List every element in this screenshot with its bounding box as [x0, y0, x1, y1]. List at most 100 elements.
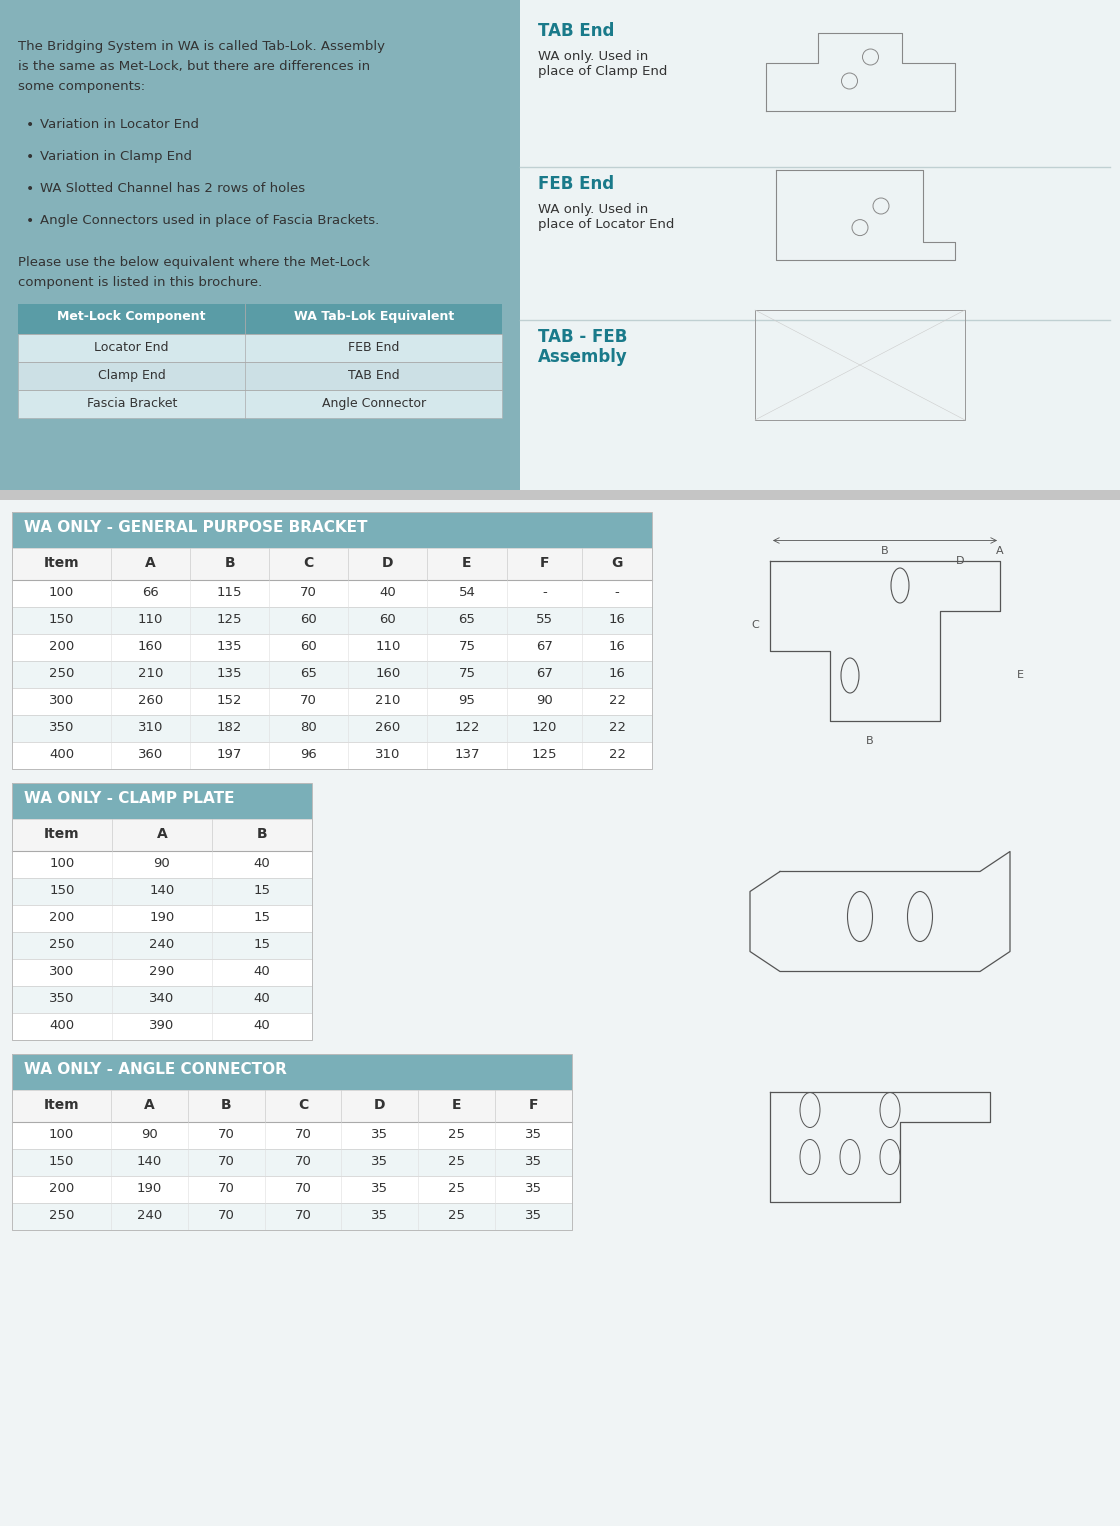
- Text: 125: 125: [217, 613, 242, 626]
- Text: 35: 35: [372, 1155, 389, 1167]
- Text: G: G: [612, 555, 623, 571]
- Bar: [12, 877, 312, 905]
- Text: FEB End: FEB End: [538, 175, 614, 192]
- Bar: [755, 310, 965, 420]
- Text: 210: 210: [138, 667, 164, 681]
- Text: The Bridging System in WA is called Tab-Lok. Assembly: The Bridging System in WA is called Tab-…: [18, 40, 385, 53]
- Text: B: B: [881, 545, 889, 555]
- Text: 310: 310: [375, 748, 401, 761]
- Text: 70: 70: [217, 1128, 234, 1141]
- Text: 182: 182: [217, 720, 242, 734]
- Bar: [0, 501, 1120, 1526]
- Text: 65: 65: [300, 667, 317, 681]
- Text: F: F: [540, 555, 549, 571]
- Text: 35: 35: [372, 1128, 389, 1141]
- Text: 90: 90: [536, 694, 553, 707]
- Text: 150: 150: [49, 613, 74, 626]
- Text: 100: 100: [49, 586, 74, 600]
- Text: 310: 310: [138, 720, 164, 734]
- Text: •: •: [26, 214, 35, 227]
- Text: 100: 100: [49, 858, 75, 870]
- Text: 40: 40: [253, 992, 270, 1006]
- Text: 200: 200: [49, 911, 75, 925]
- Text: F: F: [529, 1099, 539, 1112]
- Text: 15: 15: [253, 911, 271, 925]
- Text: 67: 67: [536, 639, 553, 653]
- Text: 290: 290: [149, 964, 175, 978]
- Bar: [12, 1054, 572, 1230]
- Text: 240: 240: [137, 1209, 162, 1222]
- Bar: [12, 783, 312, 819]
- Text: 66: 66: [142, 586, 159, 600]
- Text: Met-Lock Component: Met-Lock Component: [57, 310, 206, 324]
- Text: 22: 22: [608, 720, 626, 734]
- Text: 70: 70: [295, 1155, 311, 1167]
- Text: 16: 16: [608, 639, 626, 653]
- Bar: [12, 852, 312, 877]
- Text: 95: 95: [458, 694, 475, 707]
- Text: 67: 67: [536, 667, 553, 681]
- Text: 100: 100: [49, 1128, 74, 1141]
- Bar: [18, 362, 502, 391]
- Text: Variation in Clamp End: Variation in Clamp End: [40, 150, 192, 163]
- Bar: [12, 905, 312, 932]
- Bar: [18, 304, 502, 334]
- Text: C: C: [298, 1099, 308, 1112]
- Text: A: A: [143, 1099, 155, 1112]
- Text: 90: 90: [141, 1128, 158, 1141]
- Text: 190: 190: [137, 1183, 162, 1195]
- Bar: [12, 958, 312, 986]
- Bar: [12, 986, 312, 1013]
- Text: 300: 300: [49, 694, 74, 707]
- Text: B: B: [866, 736, 874, 746]
- Bar: [12, 1054, 572, 1090]
- Bar: [12, 513, 652, 548]
- Text: 40: 40: [253, 858, 270, 870]
- Text: Clamp End: Clamp End: [97, 369, 166, 382]
- Text: 55: 55: [535, 613, 553, 626]
- Text: 200: 200: [49, 1183, 74, 1195]
- Text: Variation in Locator End: Variation in Locator End: [40, 118, 199, 131]
- Text: 35: 35: [372, 1183, 389, 1195]
- Text: 115: 115: [217, 586, 242, 600]
- Text: Fascia Bracket: Fascia Bracket: [86, 397, 177, 410]
- Text: •: •: [26, 150, 35, 163]
- Text: A: A: [996, 545, 1004, 555]
- Bar: [12, 819, 312, 852]
- Text: 160: 160: [375, 667, 401, 681]
- Text: component is listed in this brochure.: component is listed in this brochure.: [18, 276, 262, 288]
- Text: Angle Connector: Angle Connector: [321, 397, 426, 410]
- Bar: [12, 580, 652, 607]
- Text: B: B: [256, 827, 268, 841]
- Bar: [12, 661, 652, 688]
- Bar: [12, 716, 652, 742]
- Bar: [0, 490, 1120, 501]
- Text: 54: 54: [458, 586, 475, 600]
- Text: 140: 140: [137, 1155, 162, 1167]
- Bar: [18, 391, 502, 418]
- Text: 65: 65: [458, 613, 475, 626]
- Text: FEB End: FEB End: [348, 340, 400, 354]
- Text: 70: 70: [217, 1209, 234, 1222]
- Bar: [12, 513, 652, 769]
- Text: WA ONLY - ANGLE CONNECTOR: WA ONLY - ANGLE CONNECTOR: [24, 1062, 287, 1077]
- Text: 25: 25: [448, 1183, 465, 1195]
- Text: -: -: [615, 586, 619, 600]
- Text: E: E: [452, 1099, 461, 1112]
- Text: WA only. Used in
place of Clamp End: WA only. Used in place of Clamp End: [538, 50, 668, 78]
- Text: 250: 250: [49, 1209, 74, 1222]
- Text: 135: 135: [217, 667, 242, 681]
- Bar: [12, 548, 652, 580]
- Text: 22: 22: [608, 694, 626, 707]
- Text: D: D: [374, 1099, 385, 1112]
- Text: 75: 75: [458, 639, 476, 653]
- Text: 135: 135: [217, 639, 242, 653]
- Text: 360: 360: [138, 748, 164, 761]
- Text: C: C: [304, 555, 314, 571]
- Text: Angle Connectors used in place of Fascia Brackets.: Angle Connectors used in place of Fascia…: [40, 214, 380, 227]
- Text: •: •: [26, 118, 35, 133]
- Text: 15: 15: [253, 938, 271, 951]
- Text: 152: 152: [217, 694, 242, 707]
- Text: D: D: [382, 555, 393, 571]
- Text: C: C: [752, 621, 759, 630]
